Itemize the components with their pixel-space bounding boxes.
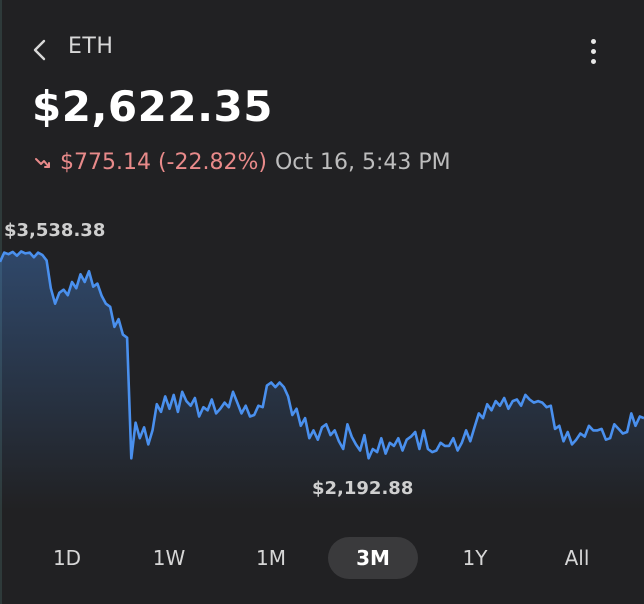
more-vertical-icon-dot xyxy=(590,48,596,54)
asset-symbol: ETH xyxy=(68,34,114,59)
range-1w-button[interactable]: 1W xyxy=(152,546,186,570)
chart-low-label: $2,192.88 xyxy=(312,478,414,499)
range-1y-button[interactable]: 1Y xyxy=(462,546,488,570)
trend-down-icon xyxy=(35,157,50,168)
price-line xyxy=(0,250,644,460)
back-button[interactable] xyxy=(26,32,54,68)
more-options-button[interactable] xyxy=(580,36,606,66)
more-vertical-icon-dot xyxy=(590,58,596,64)
current-price: $2,622.35 xyxy=(32,82,273,131)
more-vertical-icon xyxy=(590,38,596,44)
chevron-left-icon xyxy=(33,39,46,61)
chart-area-fill xyxy=(0,251,644,510)
range-all-button[interactable]: All xyxy=(564,546,590,570)
range-1m-button[interactable]: 1M xyxy=(256,546,286,570)
timestamp: Oct 16, 5:43 PM xyxy=(274,150,451,175)
price-change-row: $775.14 (-22.82%) Oct 16, 5:43 PM xyxy=(34,150,451,175)
price-change: $775.14 (-22.82%) xyxy=(60,150,267,175)
range-3m-button[interactable]: 3M xyxy=(328,537,418,579)
price-chart-svg xyxy=(0,250,644,510)
chart-high-label: $3,538.38 xyxy=(4,220,106,241)
time-range-selector: 1D 1W 1M 3M 1Y All xyxy=(22,536,622,580)
range-1d-button[interactable]: 1D xyxy=(52,546,82,570)
header: ETH xyxy=(0,0,644,96)
price-chart[interactable]: $3,538.38 $2,192.88 xyxy=(0,210,644,510)
